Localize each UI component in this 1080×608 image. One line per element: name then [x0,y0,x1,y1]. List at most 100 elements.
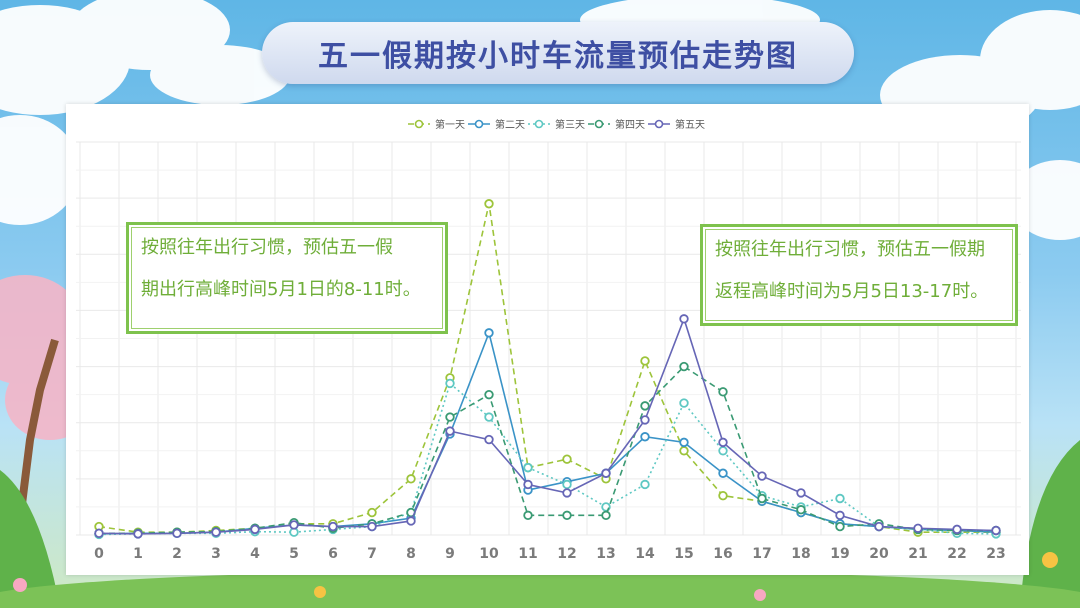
callout-left: 按照往年出行习惯，预估五一假 期出行高峰时间5月1日的8-11时。 [126,222,448,334]
series-5-point [94,528,104,539]
series-4-point [601,510,611,521]
x-tick-label: 22 [947,546,966,562]
series-5-point [367,521,377,532]
callout-right-line1: 按照往年出行习惯，预估五一假期 [715,239,985,260]
series-1-point [484,199,494,209]
legend-swatch-marker [474,119,484,129]
series-5-point [601,468,611,478]
series-4-point [484,389,494,400]
callout-right: 按照往年出行习惯，预估五一假期 返程高峰时间为5月5日13-17时。 [700,224,1018,326]
series-3-point [718,446,728,456]
x-tick-label: 3 [211,546,221,562]
series-4-point [562,510,572,521]
x-tick-label: 9 [445,546,455,562]
series-3-point [679,398,689,408]
legend-label: 第三天 [555,118,585,131]
series-3-point [835,493,845,504]
series-line-5 [98,316,997,535]
series-5-point [406,516,416,526]
series-5-point [445,426,455,436]
series-1-point [406,474,416,484]
legend-label: 第一天 [435,118,465,131]
series-2-point [484,328,494,338]
series-5-point [250,524,260,535]
x-tick-label: 10 [479,546,499,562]
x-tick-label: 1 [133,546,143,562]
series-1-point [562,454,572,464]
x-tick-label: 16 [713,546,732,562]
series-5-point [913,523,923,533]
series-5-point [757,471,767,481]
series-5-point [328,521,338,532]
series-4-point [523,510,533,521]
legend-swatch-marker [534,119,544,129]
series-3-point [523,462,533,473]
series-1-point [367,507,377,518]
legend-label: 第二天 [495,118,525,131]
series-4-point [757,493,767,504]
x-tick-label: 12 [557,546,576,562]
series-5-point [172,528,182,539]
series-3-point [562,479,572,490]
x-tick-label: 19 [830,546,849,562]
legend-label: 第四天 [615,118,645,131]
page-title: 五一假期按小时车流量预估走势图 [318,39,798,74]
legend-swatch-marker [414,119,424,129]
x-tick-label: 6 [328,546,338,562]
series-5-point [718,437,728,448]
series-5-point [874,521,884,532]
series-5-point [952,524,962,535]
x-tick-label: 5 [289,546,299,562]
x-tick-label: 0 [94,546,104,562]
series-5-point [523,479,533,490]
line-chart: 0 1 2 3 4 5 6 7 8 9 10 11 12 13 14 15 16 17 18 19 20 21 22 23第一… [76,118,1021,562]
x-tick-label: 20 [869,546,889,562]
x-tick-label: 18 [791,546,810,562]
x-tick-label: 2 [172,546,182,562]
series-5-point [211,527,221,537]
series-5-point [796,488,806,498]
series-2-point [640,432,650,442]
series-5-point [289,520,299,530]
series-4-point [640,401,650,411]
series-3-point [484,412,494,422]
x-tick-label: 21 [908,546,927,562]
series-5-point [835,510,845,521]
series-line-3 [98,382,997,536]
series-5-point [679,314,689,324]
series-4-point [796,505,806,515]
series-4-point [679,361,689,372]
series-5-point [562,488,572,498]
series-line-2 [98,330,997,535]
series-4-point [445,412,455,422]
series-3-point [445,378,455,389]
legend-swatch-marker [594,119,604,129]
x-tick-label: 17 [752,546,771,562]
legend-label: 第五天 [675,118,705,131]
x-tick-label: 14 [635,546,655,562]
series-4-point [718,387,728,397]
callout-right-line2: 返程高峰时间为5月5日13-17时。 [715,281,989,302]
legend-swatch-marker [654,119,664,129]
series-5-point [133,529,143,539]
series-1-point [640,356,650,366]
x-tick-label: 15 [674,546,693,562]
series-4-point [835,521,845,532]
series-2-point [679,437,689,448]
series-1-point [718,491,728,501]
x-tick-label: 8 [406,546,416,562]
x-tick-label: 11 [518,546,537,562]
series-5-point [991,525,1001,536]
series-5-point [640,415,650,425]
series-1-point [679,446,689,456]
callout-left-line1: 按照往年出行习惯，预估五一假 [141,237,393,258]
x-tick-label: 13 [596,546,615,562]
chart-panel: 0 1 2 3 4 5 6 7 8 9 10 11 12 13 14 15 16 17 18 19 20 21 22 23 第一… [66,104,1029,575]
x-tick-label: 4 [250,546,260,562]
callout-left-line2: 期出行高峰时间5月1日的8-11时。 [141,279,421,300]
title-banner: 五一假期按小时车流量预估走势图 [262,22,854,84]
series-2-point [718,468,728,478]
x-tick-label: 23 [986,546,1005,562]
x-tick-label: 7 [367,546,377,562]
series-5-point [484,434,494,445]
